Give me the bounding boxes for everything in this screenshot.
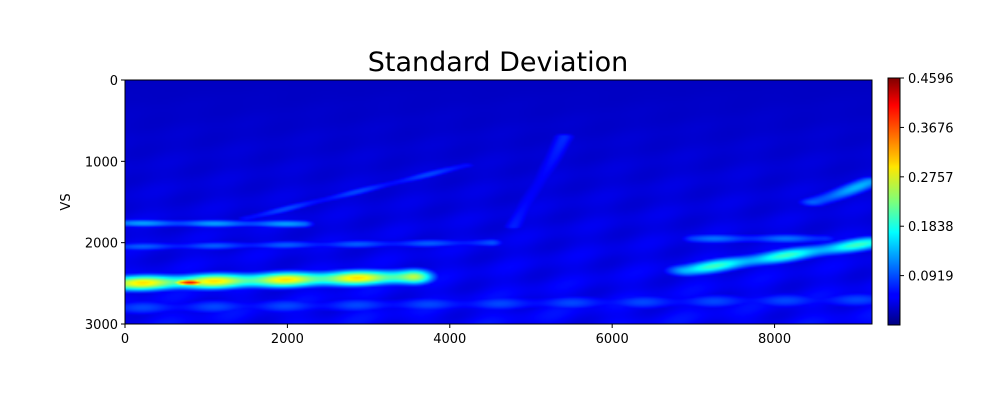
y-axis: 0 1000 2000 3000 (85, 74, 125, 333)
x-tick-label: 4000 (433, 332, 466, 347)
colorbar-tick-label: 0.0919 (908, 270, 954, 285)
colorbar: 0.0919 0.1838 0.2757 0.3676 0.4596 (887, 72, 954, 326)
x-axis: 0 2000 4000 6000 8000 (121, 324, 791, 347)
x-tick-label: 6000 (596, 332, 629, 347)
colorbar-tick-label: 0.1838 (908, 220, 954, 235)
y-tick-label: 2000 (85, 237, 118, 252)
plot-frame (124, 79, 873, 325)
colorbar-gradient (888, 78, 900, 325)
y-axis-label: VS (59, 193, 74, 210)
chart-title: Standard Deviation (368, 47, 629, 78)
y-tick-label: 1000 (85, 155, 118, 170)
colorbar-ticks: 0.0919 0.1838 0.2757 0.3676 0.4596 (900, 72, 954, 285)
colorbar-tick-label: 0.4596 (908, 72, 954, 87)
heatmap (125, 80, 872, 324)
y-tick-label: 0 (110, 74, 118, 89)
x-tick-label: 0 (121, 332, 129, 347)
x-tick-label: 2000 (271, 332, 304, 347)
colorbar-tick-label: 0.2757 (908, 171, 954, 186)
colorbar-frame (887, 77, 901, 326)
heatmap-image (125, 80, 872, 324)
y-tick-label: 3000 (85, 318, 118, 333)
x-tick-label: 8000 (758, 332, 791, 347)
colorbar-tick-label: 0.3676 (908, 121, 954, 136)
